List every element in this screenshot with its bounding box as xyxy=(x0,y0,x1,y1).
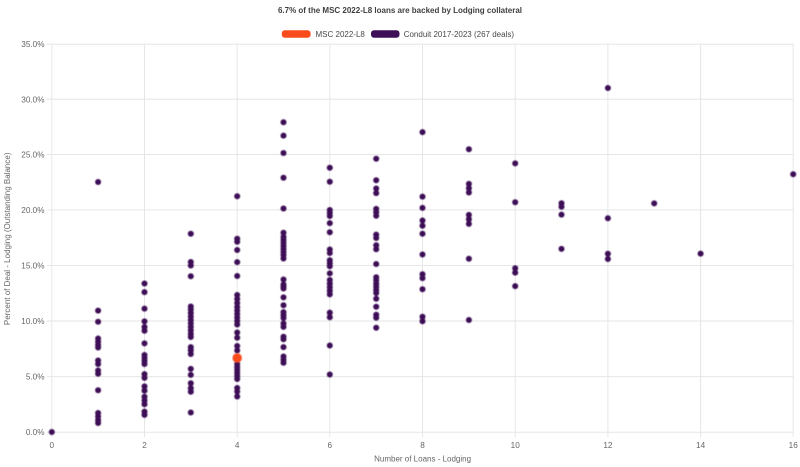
svg-text:16: 16 xyxy=(789,441,799,450)
svg-text:0: 0 xyxy=(50,441,55,450)
svg-text:5.0%: 5.0% xyxy=(26,373,45,382)
svg-text:4: 4 xyxy=(235,441,240,450)
svg-text:14: 14 xyxy=(696,441,706,450)
svg-text:25.0%: 25.0% xyxy=(21,151,44,160)
svg-text:30.0%: 30.0% xyxy=(21,95,44,104)
svg-text:6.7% of the MSC 2022-L8 loans: 6.7% of the MSC 2022-L8 loans are backed… xyxy=(278,6,522,15)
svg-text:Conduit 2017-2023 (267 deals): Conduit 2017-2023 (267 deals) xyxy=(404,30,515,39)
svg-text:2: 2 xyxy=(142,441,147,450)
svg-text:20.0%: 20.0% xyxy=(21,206,44,215)
svg-text:12: 12 xyxy=(603,441,613,450)
svg-text:10: 10 xyxy=(511,441,521,450)
svg-text:Number of Loans - Lodging: Number of Loans - Lodging xyxy=(374,455,471,464)
svg-text:Percent of Deal - Lodging (Out: Percent of Deal - Lodging (Outstanding B… xyxy=(3,152,12,325)
svg-text:35.0%: 35.0% xyxy=(21,40,44,49)
svg-text:8: 8 xyxy=(420,441,425,450)
svg-text:MSC 2022-L8: MSC 2022-L8 xyxy=(316,30,366,39)
svg-text:0.0%: 0.0% xyxy=(26,428,45,437)
svg-text:15.0%: 15.0% xyxy=(21,262,44,271)
svg-text:6: 6 xyxy=(328,441,333,450)
svg-text:10.0%: 10.0% xyxy=(21,317,44,326)
